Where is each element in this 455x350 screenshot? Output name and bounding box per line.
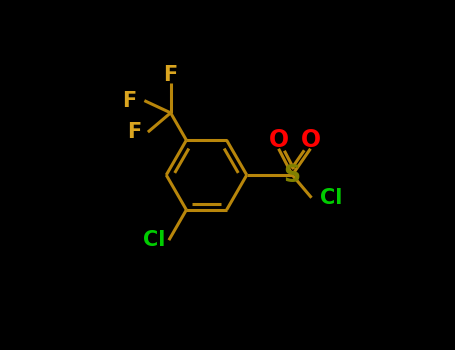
Text: Cl: Cl [320, 188, 343, 208]
Text: S: S [283, 163, 301, 187]
Text: F: F [127, 122, 142, 142]
Text: Cl: Cl [143, 230, 165, 250]
Text: O: O [268, 128, 288, 152]
Text: F: F [163, 65, 178, 85]
Text: O: O [300, 128, 320, 152]
Text: F: F [122, 91, 136, 111]
